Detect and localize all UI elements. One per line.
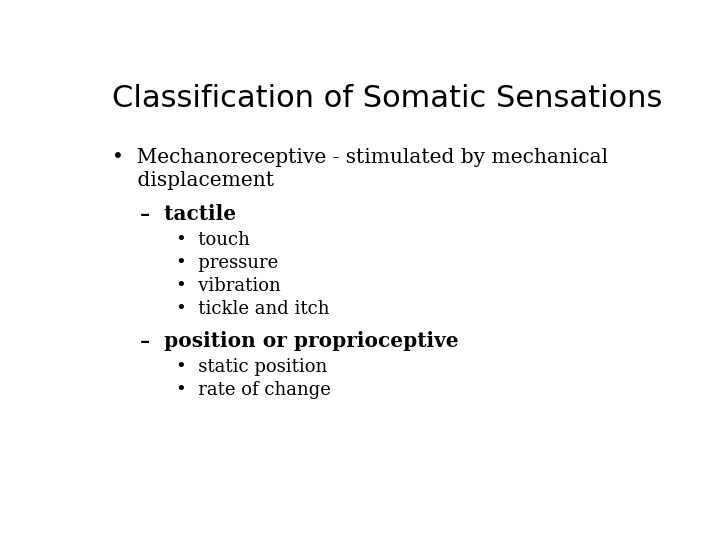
Text: –  tactile: – tactile — [140, 204, 236, 224]
Text: •  pressure: • pressure — [176, 254, 279, 272]
Text: •  vibration: • vibration — [176, 277, 282, 295]
Text: –  position or proprioceptive: – position or proprioceptive — [140, 331, 459, 351]
Text: •  rate of change: • rate of change — [176, 381, 331, 399]
Text: •  touch: • touch — [176, 231, 251, 249]
Text: •  Mechanoreceptive - stimulated by mechanical
    displacement: • Mechanoreceptive - stimulated by mecha… — [112, 148, 608, 191]
Text: Classification of Somatic Sensations: Classification of Somatic Sensations — [112, 84, 662, 112]
Text: •  static position: • static position — [176, 358, 328, 376]
Text: •  tickle and itch: • tickle and itch — [176, 300, 330, 318]
